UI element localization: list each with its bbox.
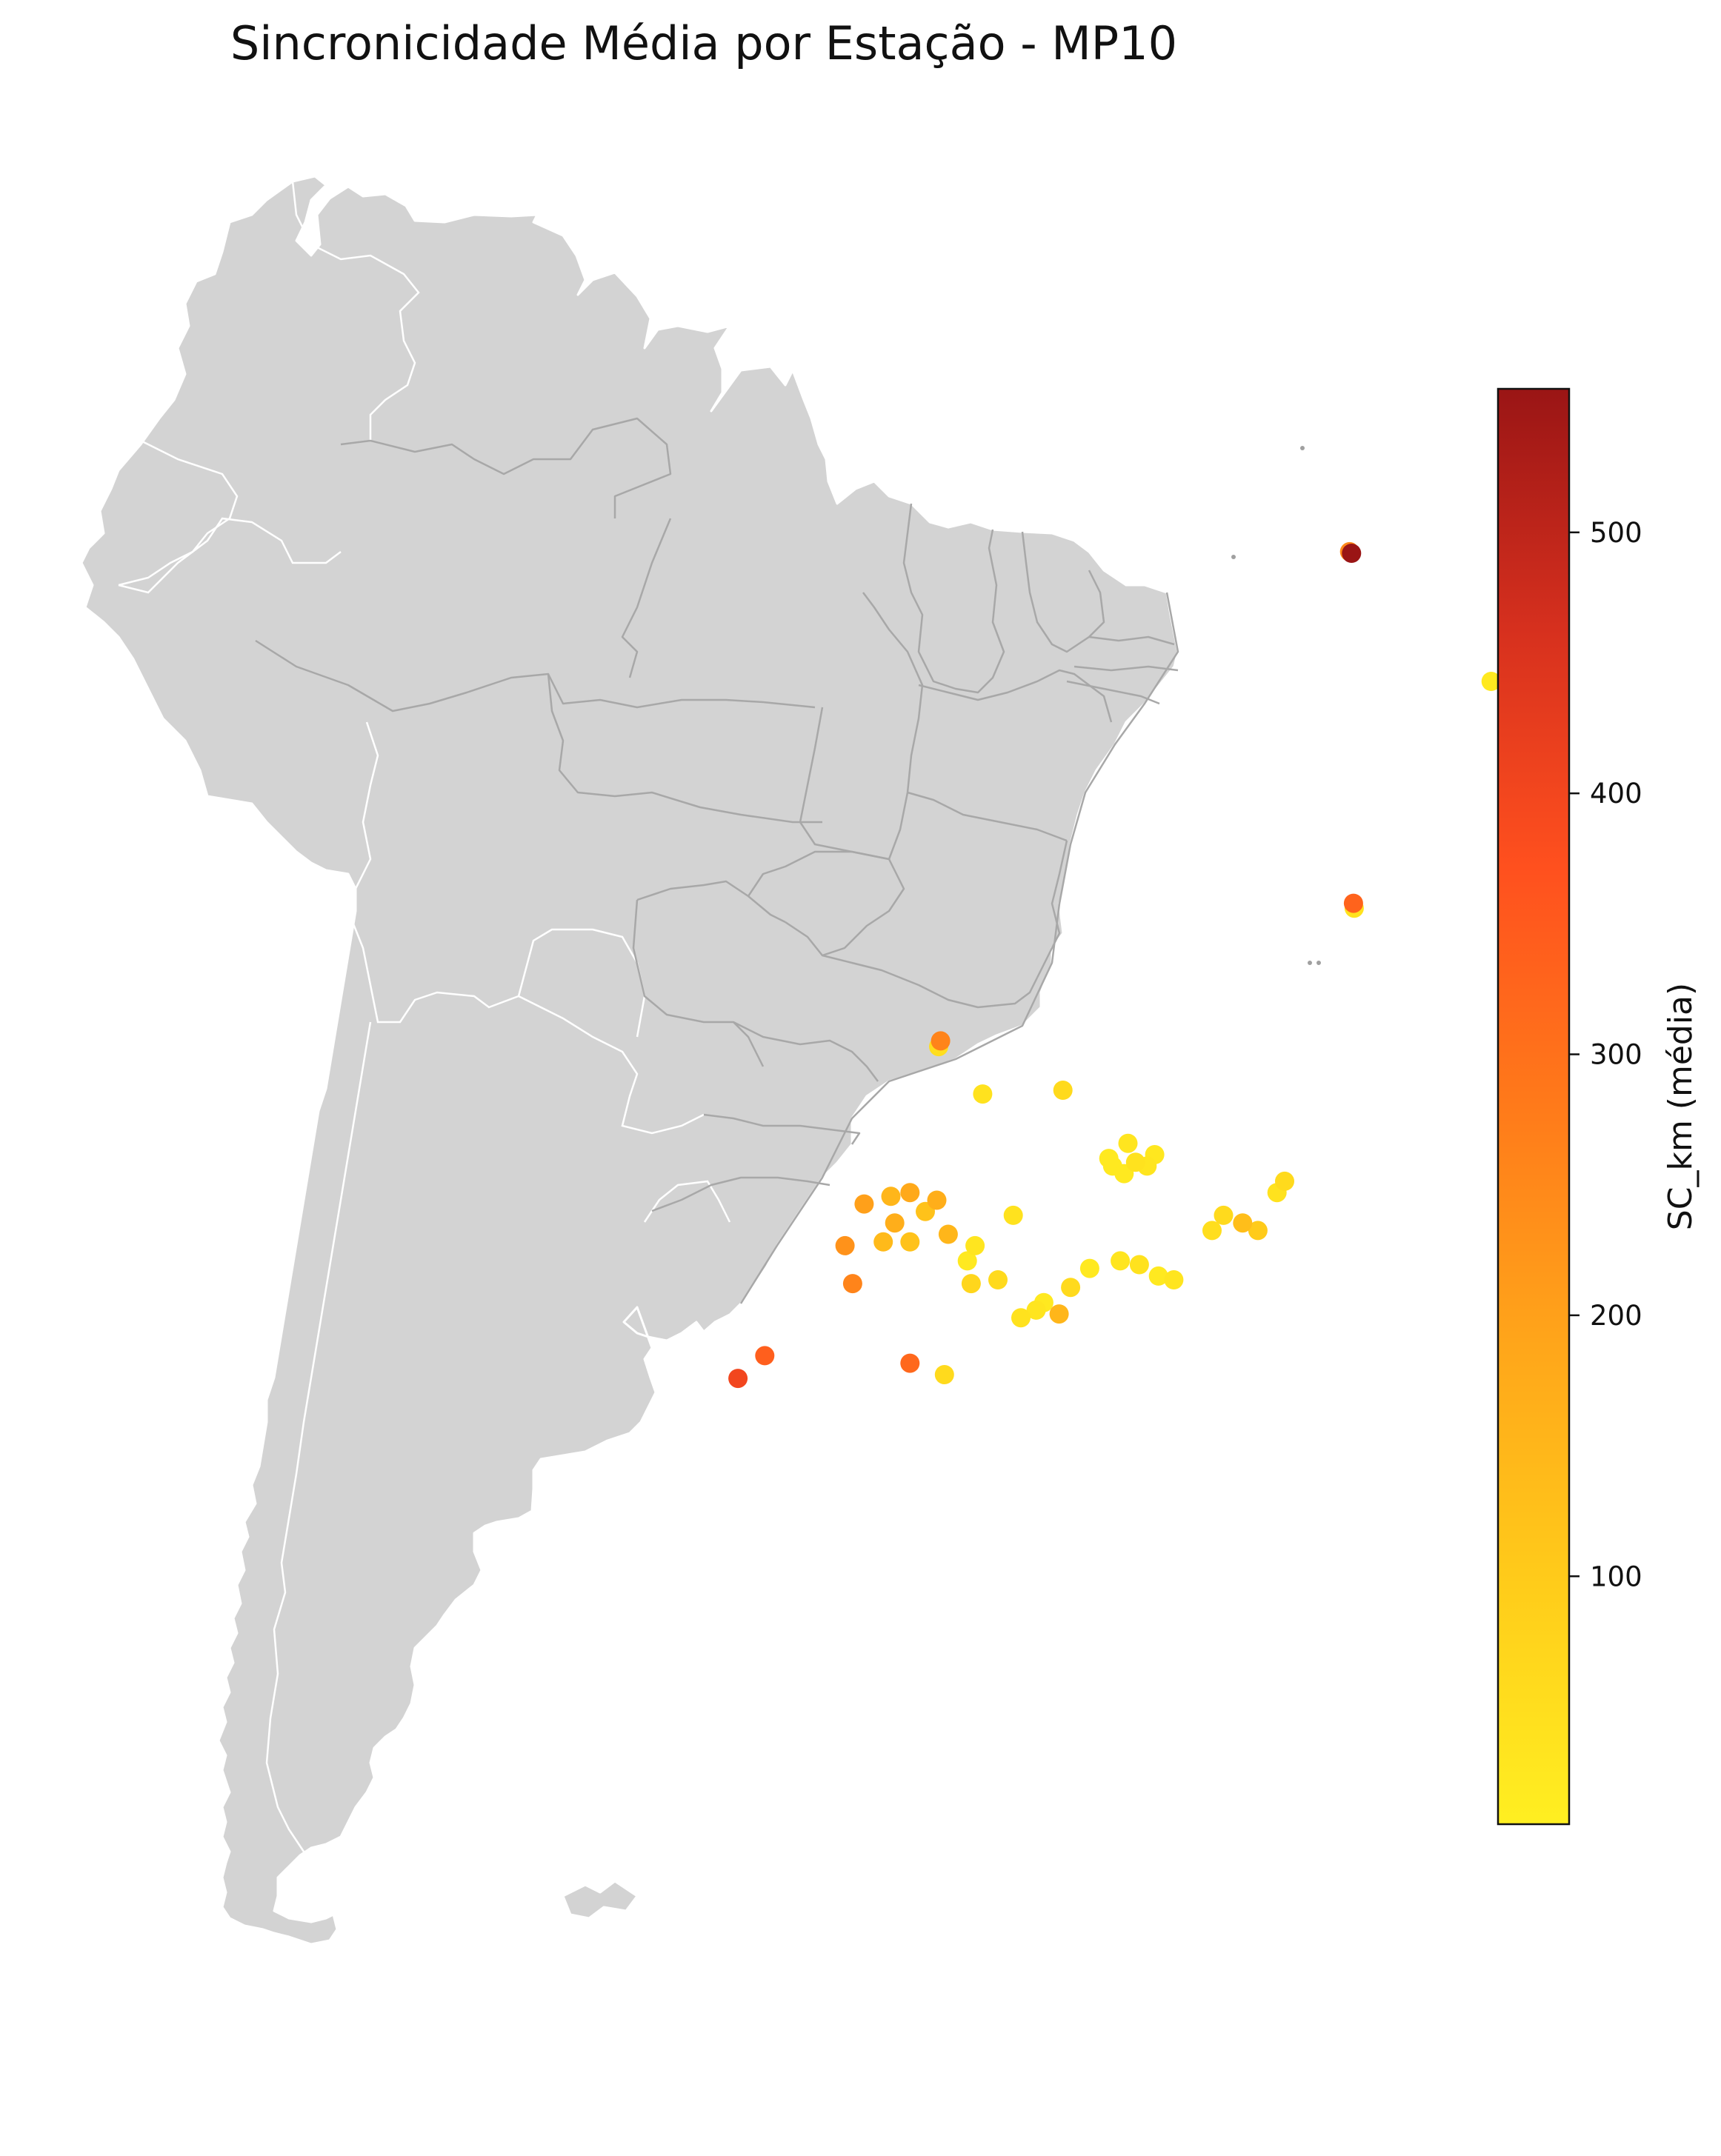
mato-grosso-south-border bbox=[636, 880, 786, 924]
sao-paulo-parana-border bbox=[733, 1021, 879, 1082]
station-point bbox=[1049, 1304, 1069, 1324]
station-point bbox=[1275, 1171, 1294, 1191]
colorbar-tick-label: 200 bbox=[1590, 1300, 1642, 1332]
maranhao-piaui-border bbox=[902, 503, 1005, 694]
station-point bbox=[957, 1251, 977, 1271]
brazil-amazon-interior bbox=[340, 417, 672, 518]
station-point bbox=[873, 1232, 893, 1252]
station-point bbox=[938, 1224, 958, 1244]
station-point bbox=[835, 1235, 855, 1255]
station-point bbox=[1214, 1205, 1234, 1225]
colorbar-tick-label: 100 bbox=[1590, 1561, 1642, 1592]
station-point bbox=[988, 1270, 1008, 1289]
colorbar-label: SC_km (média) bbox=[1662, 983, 1700, 1230]
coastal-outline-brazil bbox=[739, 592, 1179, 1304]
para-mato-grosso-border bbox=[547, 673, 822, 824]
station-point bbox=[1202, 1221, 1222, 1241]
station-point bbox=[900, 1183, 920, 1203]
colorbar-gradient bbox=[1497, 387, 1571, 1826]
atlantic-island-3 bbox=[1308, 961, 1312, 965]
station-point bbox=[1099, 1149, 1119, 1169]
station-point bbox=[973, 1084, 993, 1104]
station-point bbox=[1011, 1308, 1031, 1328]
station-point bbox=[1111, 1251, 1131, 1271]
brazil-state-borders bbox=[255, 417, 1179, 1304]
station-point bbox=[842, 1274, 862, 1294]
station-point bbox=[1118, 1133, 1138, 1153]
station-point bbox=[1003, 1205, 1023, 1225]
station-point bbox=[1248, 1221, 1268, 1241]
station-point bbox=[1125, 1152, 1145, 1172]
station-point bbox=[965, 1235, 985, 1255]
colorbar-tick-label: 500 bbox=[1590, 517, 1642, 549]
minas-sao-paulo-border bbox=[785, 921, 1039, 1009]
station-point bbox=[1342, 544, 1362, 563]
parana-santa-catarina-border bbox=[703, 1113, 861, 1145]
goias-minas-border bbox=[747, 850, 905, 957]
station-point bbox=[1233, 1213, 1253, 1233]
station-point bbox=[1129, 1255, 1149, 1275]
uruguay-border bbox=[643, 1180, 731, 1223]
amazonas-para-border bbox=[621, 518, 672, 678]
colorbar-ticks: 100 200 300 400 500 bbox=[1569, 517, 1642, 1592]
station-point bbox=[755, 1346, 775, 1366]
station-point bbox=[1481, 672, 1501, 691]
station-point bbox=[934, 1365, 954, 1384]
station-point bbox=[1079, 1258, 1099, 1278]
argentina-chile-andes bbox=[265, 1021, 372, 1852]
atlantic-island-4 bbox=[1316, 961, 1321, 965]
station-point bbox=[900, 1232, 920, 1252]
falkland-islands bbox=[562, 1880, 639, 1920]
ecuador-peru-border bbox=[118, 517, 342, 594]
tocantins-border bbox=[799, 592, 924, 861]
colombia-ecuador-border bbox=[118, 439, 239, 587]
station-point bbox=[1061, 1278, 1081, 1298]
station-point bbox=[854, 1194, 874, 1214]
mato-grosso-do-sul-border bbox=[632, 899, 765, 1067]
country-borders bbox=[118, 181, 731, 1852]
station-point bbox=[1164, 1270, 1184, 1289]
station-point bbox=[1026, 1300, 1046, 1320]
santa-catarina-rs-border bbox=[651, 1176, 830, 1212]
station-point bbox=[881, 1187, 901, 1207]
peru-bolivia-border bbox=[347, 721, 379, 912]
atlantic-island-2 bbox=[1231, 555, 1236, 559]
station-markers bbox=[728, 541, 1501, 1389]
colorbar-tick-label: 400 bbox=[1590, 778, 1642, 810]
station-point bbox=[885, 1213, 905, 1233]
northeast-small-states bbox=[1066, 635, 1179, 705]
chart-title: Sincronicidade Média por Estação - MP10 bbox=[230, 16, 1177, 70]
station-point bbox=[728, 1369, 748, 1389]
colorbar: 100 200 300 400 500 SC_km (média) bbox=[1497, 387, 1700, 1826]
station-point bbox=[1343, 893, 1363, 913]
ceara-border bbox=[1021, 531, 1105, 653]
station-point bbox=[1148, 1266, 1168, 1286]
land-layer bbox=[80, 175, 1321, 1946]
station-point bbox=[931, 1031, 951, 1051]
minas-espirito-santo-border bbox=[1036, 840, 1068, 978]
south-america-landmass bbox=[80, 175, 1179, 1946]
venezuela-colombia-border bbox=[291, 181, 420, 441]
station-point bbox=[927, 1190, 947, 1210]
colorbar-tick-label: 300 bbox=[1590, 1039, 1642, 1071]
bahia-border bbox=[918, 669, 1113, 723]
station-point bbox=[961, 1274, 981, 1294]
station-point bbox=[900, 1353, 920, 1373]
atlantic-island-1 bbox=[1300, 446, 1305, 450]
bahia-south-border bbox=[907, 791, 1068, 842]
station-point bbox=[1053, 1081, 1073, 1100]
